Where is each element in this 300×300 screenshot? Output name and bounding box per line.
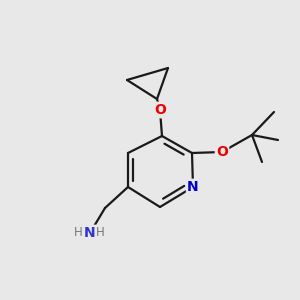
Text: N: N [187,180,199,194]
Text: O: O [154,103,166,117]
Text: H: H [96,226,104,238]
Text: H: H [74,226,82,239]
Text: N: N [84,226,96,240]
Text: O: O [216,145,228,159]
